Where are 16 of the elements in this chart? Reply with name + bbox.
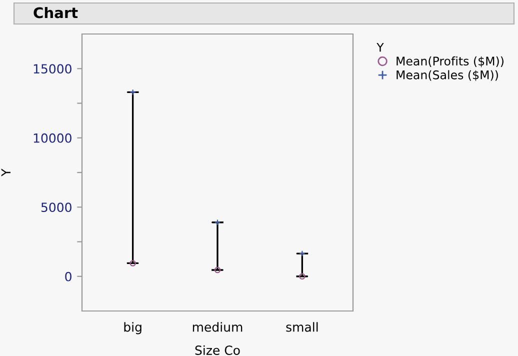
- chart-title: Chart: [34, 6, 78, 18]
- y-tick-label: 5000: [41, 202, 72, 212]
- point: [130, 89, 136, 96]
- y-axis-title: Y: [1, 168, 10, 176]
- y-tick-label: 0: [65, 272, 72, 282]
- legend-label: Mean(Sales ($M)): [396, 70, 498, 81]
- y-tick-label: 15000: [34, 64, 72, 74]
- x-tick-label: big: [124, 322, 142, 334]
- point: [299, 250, 306, 257]
- x-tick-label: small: [286, 322, 318, 332]
- x-tick-label: medium: [192, 322, 242, 332]
- x-axis-title: Size Co: [195, 345, 240, 355]
- legend-title: Y: [376, 42, 384, 52]
- y-tick-label: 10000: [34, 133, 72, 143]
- legend-label: Mean(Profits ($M)): [396, 56, 504, 68]
- point: [214, 219, 221, 226]
